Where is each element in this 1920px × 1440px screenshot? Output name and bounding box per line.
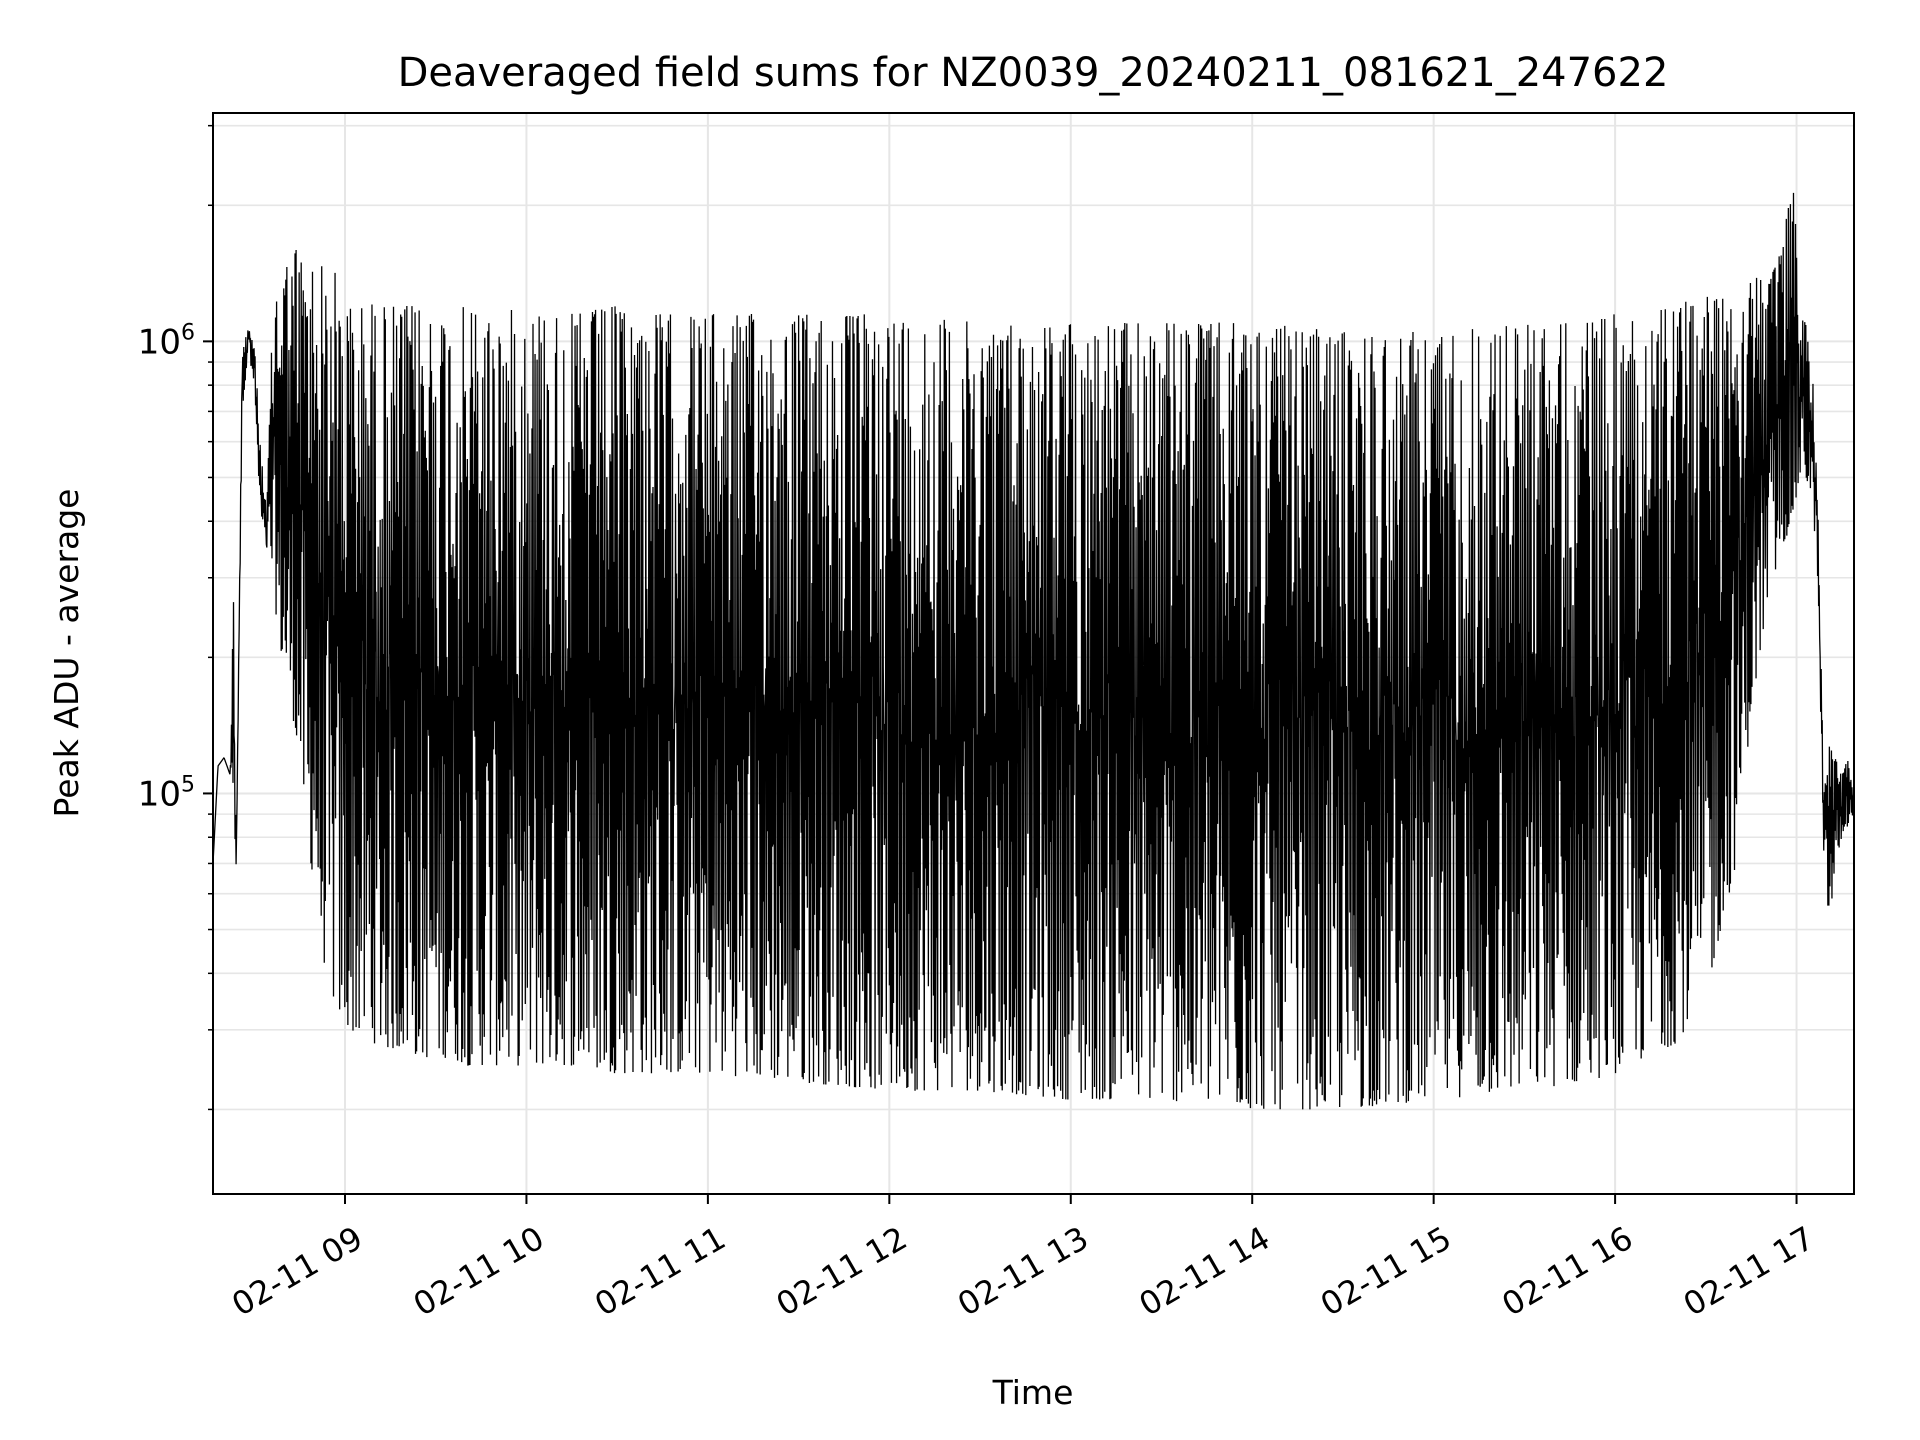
plot-frame [212, 112, 1855, 1195]
y-axis-label: Peak ADU - average [47, 489, 86, 818]
chart-title: Deaveraged field sums for NZ0039_2024021… [398, 50, 1669, 96]
x-axis-label: Time [992, 1373, 1074, 1412]
y-axis: 105 106 [138, 124, 213, 1111]
series-line [213, 192, 1854, 1110]
y-tick-label: 106 [138, 320, 195, 362]
y-tick-label: 105 [138, 772, 195, 814]
